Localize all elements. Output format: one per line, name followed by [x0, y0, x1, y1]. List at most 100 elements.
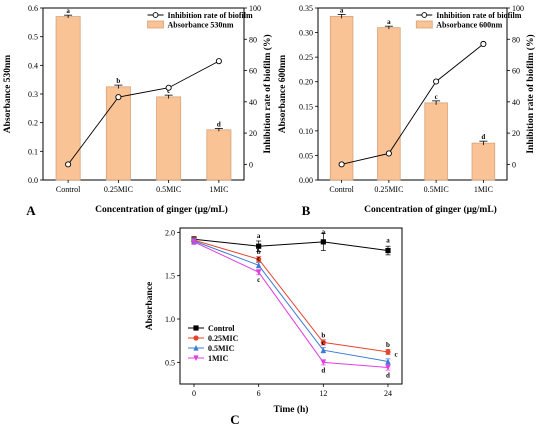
panel-b-legend-label: Absorbance 600nm	[436, 21, 502, 30]
panel-b-plot-frame	[317, 7, 508, 181]
panel-b-y2tick-label: 100	[512, 4, 524, 13]
panel-a-significance-label: b	[116, 77, 120, 85]
panel-c-significance-label: c	[257, 276, 260, 284]
panel-c-series-marker	[256, 262, 262, 268]
panel-c-significance-label: a	[386, 237, 390, 245]
panel-b-ytick-label: 0.25	[299, 53, 313, 62]
panel-c-significance-label: d	[321, 366, 325, 374]
panel-a-significance-label: c	[167, 87, 170, 95]
panel-b-ytick-label: 0.35	[299, 4, 313, 13]
panel-a-bar	[156, 96, 182, 181]
panel-c-significance-label: b	[321, 331, 325, 339]
panel-a-legend-label: Inhibition rate of biofilm	[168, 11, 253, 20]
panel-c-xtick-label: 0	[192, 389, 196, 398]
panel-a-xtick-label: 0.25MIC	[104, 185, 133, 194]
panel-b-y2tick-label: 60	[512, 67, 520, 76]
panel-c-significance-label: b	[257, 248, 261, 256]
panel-a-y2-axis-label: Inhibition rate of biofilm (%)	[262, 34, 273, 153]
panel-a-inhibition-point	[65, 161, 72, 168]
panel-b-y2tick-label: 20	[512, 129, 520, 138]
panel-c-series-marker	[320, 339, 326, 345]
panel-a-y2tick-label: 20	[249, 129, 257, 138]
panel-c-ytick-label: 2.0	[165, 228, 175, 237]
panel-c-series-marker	[320, 239, 326, 245]
panel-b-y2tick-label: 0	[512, 160, 516, 169]
panel-b-ytick-label: 0.20	[299, 78, 313, 87]
panel-c-significance-label: c	[394, 350, 397, 358]
panel-b-inhibition-line	[341, 43, 484, 165]
panel-c-series-line	[193, 241, 389, 369]
panel-a-ytick-label: 0.2	[28, 119, 38, 128]
panel-a-xtick-label: 1MIC	[209, 185, 228, 194]
panel-b-y-axis-label: Absorbance 600nm	[278, 55, 288, 133]
panel-b-legend-label: Inhibition rate of biofilm	[436, 11, 521, 20]
panel-c-panel-letter: C	[230, 412, 239, 427]
panel-a-ytick-label: 0.5	[28, 33, 38, 42]
panel-b-ytick-label: 0.10	[299, 127, 313, 136]
panel-c-significance-label: c	[257, 254, 260, 262]
panel-b-y2-axis-label: Inhibition rate of biofilm (%)	[525, 34, 536, 153]
panel-c-series-marker	[193, 355, 199, 362]
panel-a-y2tick-label: 0	[249, 160, 253, 169]
panel-a-y2tick-label: 60	[249, 67, 257, 76]
panel-c-series-marker	[193, 344, 199, 351]
panel-a-ytick-label: 0.4	[28, 61, 38, 70]
panel-a-ytick-label: 0.6	[28, 4, 38, 13]
panel-b-ytick-label: 0.00	[299, 176, 313, 185]
panel-c-ytick-label: 0.5	[165, 358, 175, 367]
panel-c-legend-label: 0.25MIC	[208, 334, 239, 343]
panel-a-x-axis-label: Concentration of ginger (μg/mL)	[95, 204, 228, 215]
panel-b-bar	[377, 27, 401, 181]
panel-b-x-axis-label: Concentration of ginger (μg/mL)	[364, 204, 497, 215]
panel-a-y-axis-label: Absorbance 530nm	[3, 55, 13, 133]
panel-a-legend-bar-swatch	[147, 20, 164, 29]
panel-a-y2tick-label: 40	[249, 98, 257, 107]
panel-b-significance-label: c	[435, 93, 438, 101]
panel-a-bar	[206, 129, 232, 181]
panel-a-bar	[55, 16, 81, 181]
panel-c-series-marker	[385, 349, 391, 355]
panel-b-bar	[424, 102, 448, 181]
panel-a-xtick-label: Control	[56, 185, 81, 194]
panel-b-inhibition-point	[480, 40, 487, 48]
panel-c-legend-label: 0.5MIC	[208, 344, 235, 353]
panel-c-series-marker	[193, 325, 199, 331]
panel-b-inhibition-point	[385, 150, 392, 157]
panel-c-y-axis-label: Absorbance	[145, 282, 155, 331]
panel-b-xtick-label: Control	[329, 185, 354, 194]
panel-c-xtick-label: 12	[319, 389, 327, 398]
panel-b-significance-label: a	[340, 6, 344, 14]
panel-b-ytick-label: 0.30	[299, 29, 313, 38]
panel-a-ytick-label: 0.1	[28, 147, 38, 156]
panel-b-y2tick-label: 40	[512, 98, 520, 107]
panel-c-series-marker	[385, 358, 391, 365]
panel-c-series-marker	[256, 269, 262, 276]
panel-c-series-marker	[256, 243, 262, 249]
panel-c-significance-label: b	[386, 341, 390, 349]
panel-c-plot-frame	[179, 227, 403, 385]
panel-b-legend-marker	[421, 12, 428, 18]
panel-b-bar	[329, 15, 354, 181]
panel-a-legend-marker	[152, 12, 159, 18]
panel-c-series-line	[193, 239, 389, 353]
panel-b-inhibition-point	[433, 78, 440, 85]
panel-c-significance-label: c	[322, 339, 325, 347]
panel-a-y2tick-label: 100	[249, 4, 261, 13]
panel-c-series-line	[193, 238, 389, 252]
panel-a-ytick-label: 0.3	[28, 90, 38, 99]
panel-a-bar	[105, 86, 131, 181]
panel-c-series-marker	[193, 335, 199, 341]
panel-c-series-marker	[385, 364, 391, 371]
panel-b-significance-label: d	[481, 133, 485, 141]
panel-a-inhibition-line	[67, 60, 220, 165]
panel-c-series-marker	[385, 247, 391, 254]
panel-c-legend-label: Control	[208, 324, 235, 333]
panel-c-significance-label: a	[257, 232, 261, 240]
panel-a-ytick-label: 0.0	[28, 176, 38, 185]
panel-c-series-marker	[256, 256, 262, 262]
panel-b-significance-label: a	[387, 18, 391, 26]
panel-c-significance-label: d	[386, 372, 390, 380]
panel-c-ytick-label: 1.0	[165, 315, 175, 324]
panel-c-x-axis-label: Time (h)	[274, 404, 309, 415]
panel-b-ytick-label: 0.15	[299, 102, 313, 111]
